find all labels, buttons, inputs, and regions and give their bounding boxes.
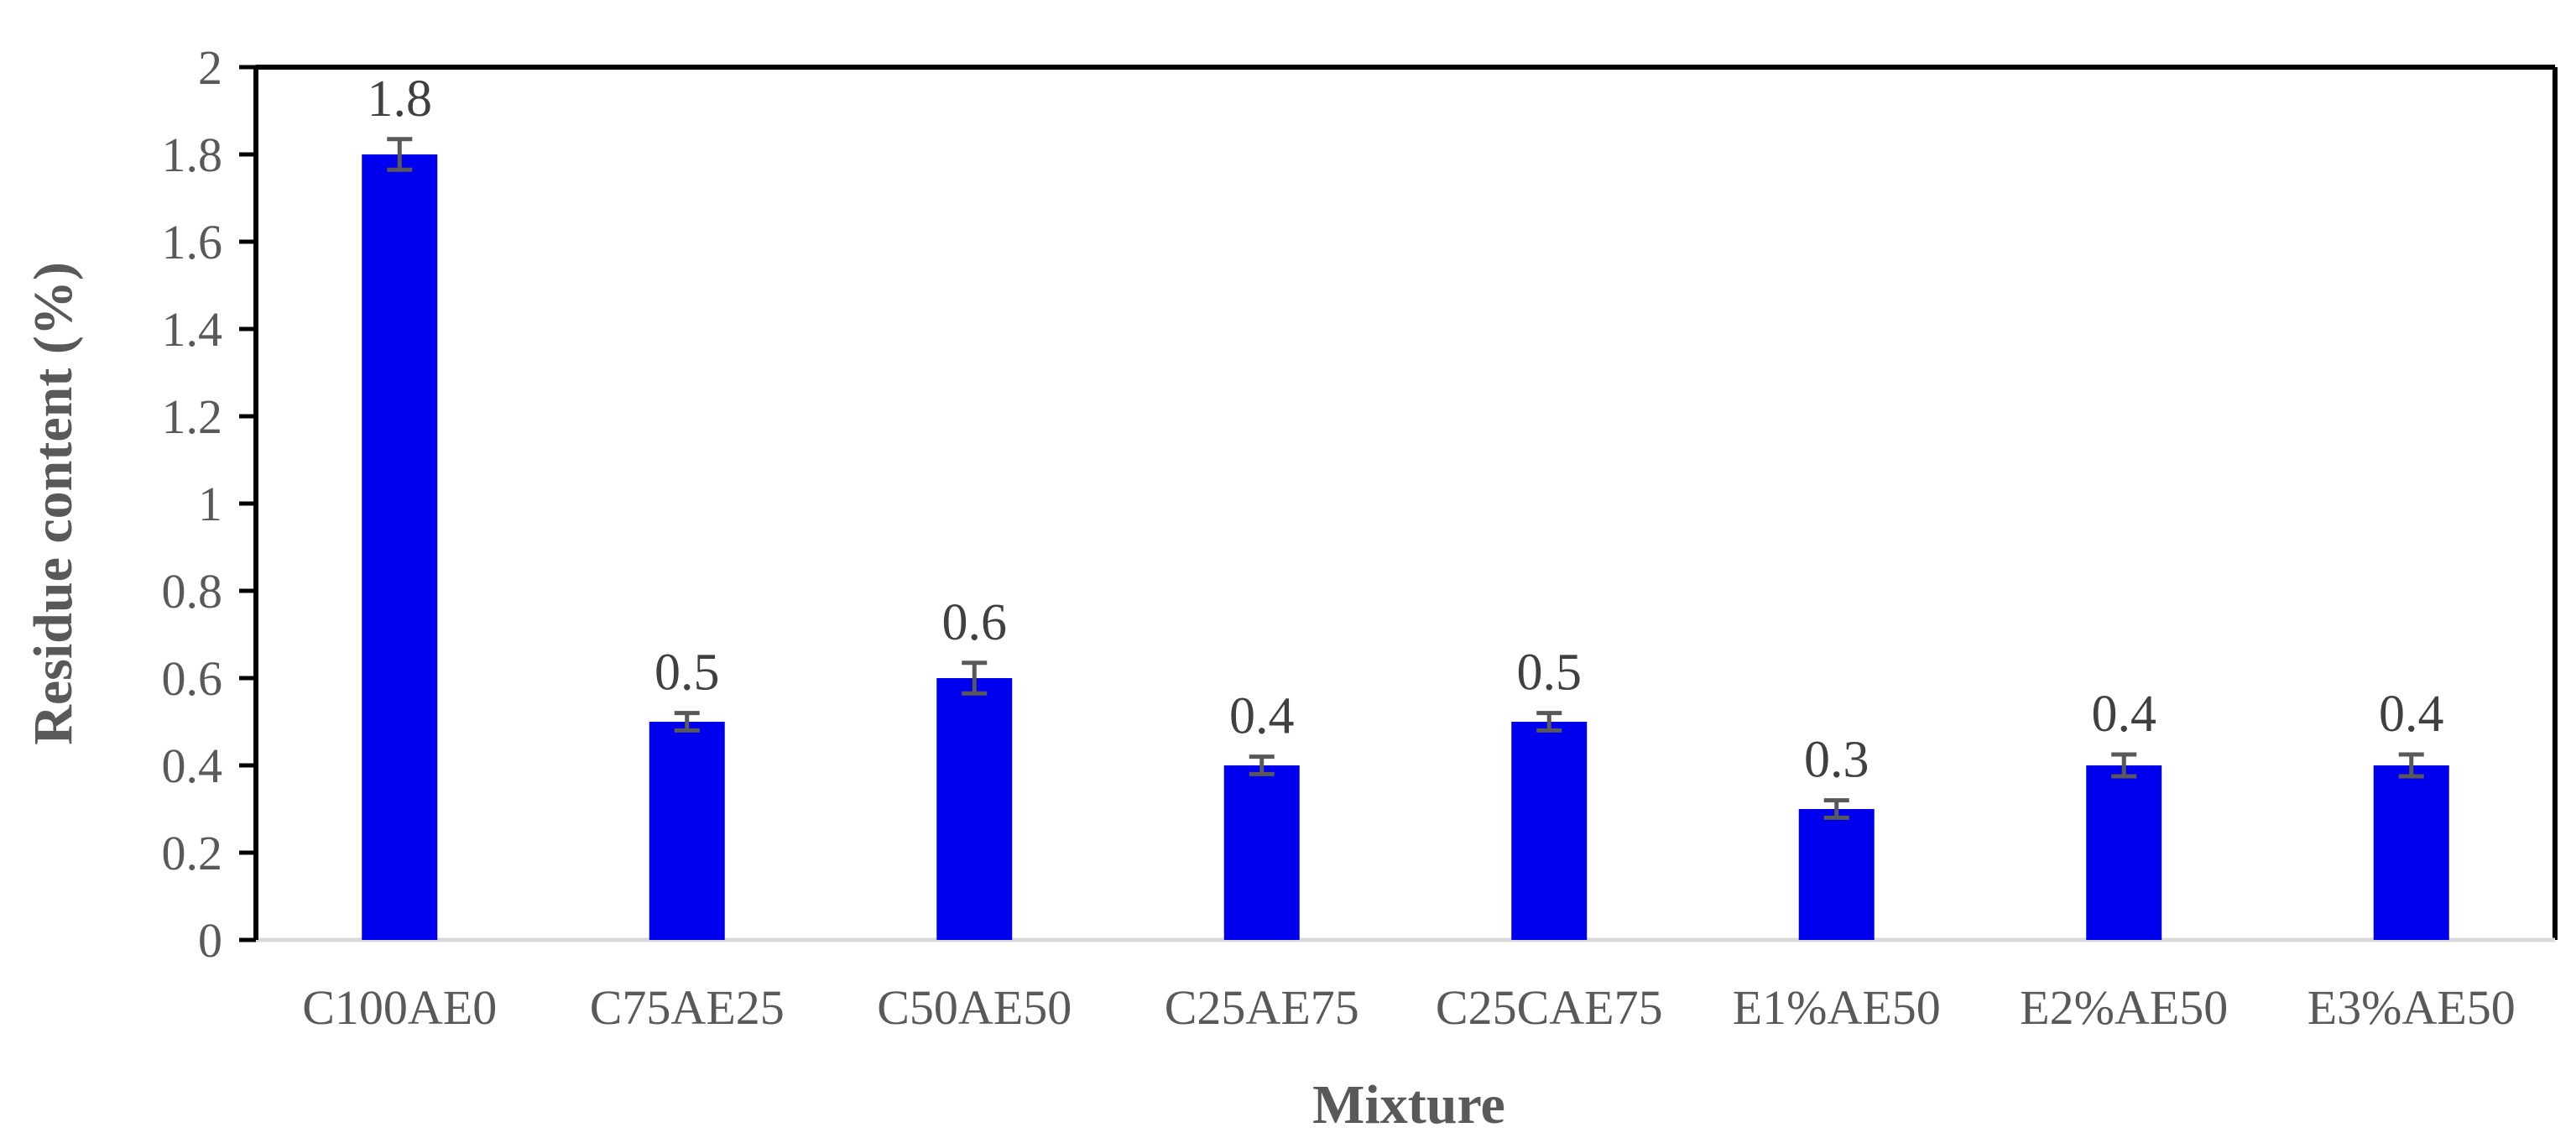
bars <box>362 154 2449 940</box>
x-axis-categories: C100AE0 C75AE25 C50AE50 C25AE75 C25CAE75 E1%A… <box>302 980 2516 1035</box>
axes <box>253 65 2558 942</box>
y-tick-label: 1.4 <box>162 302 223 357</box>
category-label: E3%AE50 <box>2307 980 2516 1035</box>
category-label: C25CAE75 <box>1436 980 1663 1035</box>
bar <box>649 722 725 940</box>
y-tick-label: 0.8 <box>162 564 223 619</box>
error-bars <box>387 137 2424 820</box>
data-label: 1.8 <box>368 70 433 128</box>
error-bar <box>2111 752 2137 779</box>
error-bar <box>674 711 700 733</box>
y-tick-label: 1.2 <box>162 389 223 444</box>
data-label: 0.5 <box>1517 645 1583 702</box>
data-label: 0.6 <box>942 594 1008 651</box>
y-axis-ticks: 0 0.2 0.4 0.6 0.8 1 1.2 1.4 1.6 1.8 2 <box>162 40 256 968</box>
x-axis-title: Mixture <box>1312 1074 1505 1135</box>
category-label: C100AE0 <box>302 980 497 1035</box>
bar <box>936 678 1013 940</box>
bar <box>2086 765 2162 940</box>
error-bar <box>962 660 988 696</box>
category-label: C50AE50 <box>877 980 1072 1035</box>
error-bar <box>1823 798 1849 820</box>
category-label: C25AE75 <box>1165 980 1359 1035</box>
y-tick-label: 2 <box>198 40 222 95</box>
bar <box>362 154 438 940</box>
y-tick-label: 1.6 <box>162 215 223 269</box>
data-label: 0.4 <box>1229 688 1295 745</box>
bar <box>1223 765 1300 940</box>
y-tick-label: 1 <box>198 477 222 531</box>
y-tick-label: 1.8 <box>162 128 223 182</box>
y-tick-label: 0.4 <box>162 739 223 793</box>
data-labels: 1.8 0.5 0.6 0.4 0.5 0.3 0.4 0.4 <box>368 70 2444 789</box>
data-label: 0.4 <box>2092 686 2157 743</box>
data-label: 0.3 <box>1804 732 1869 789</box>
error-bar <box>1536 711 1562 733</box>
y-axis-title: Residue content (%) <box>23 262 84 745</box>
y-tick-label: 0 <box>198 913 222 968</box>
error-bar <box>1249 754 1275 776</box>
bar <box>2373 765 2449 940</box>
bar <box>1798 809 1875 940</box>
bar <box>1511 722 1588 940</box>
error-bar <box>387 137 413 172</box>
category-label: E1%AE50 <box>1733 980 1941 1035</box>
y-tick-label: 0.6 <box>162 651 223 706</box>
y-tick-label: 0.2 <box>162 826 223 880</box>
data-label: 0.5 <box>654 645 720 702</box>
data-label: 0.4 <box>2379 686 2444 743</box>
category-label: C75AE25 <box>590 980 785 1035</box>
error-bar <box>2398 752 2424 779</box>
category-label: E2%AE50 <box>2020 980 2228 1035</box>
